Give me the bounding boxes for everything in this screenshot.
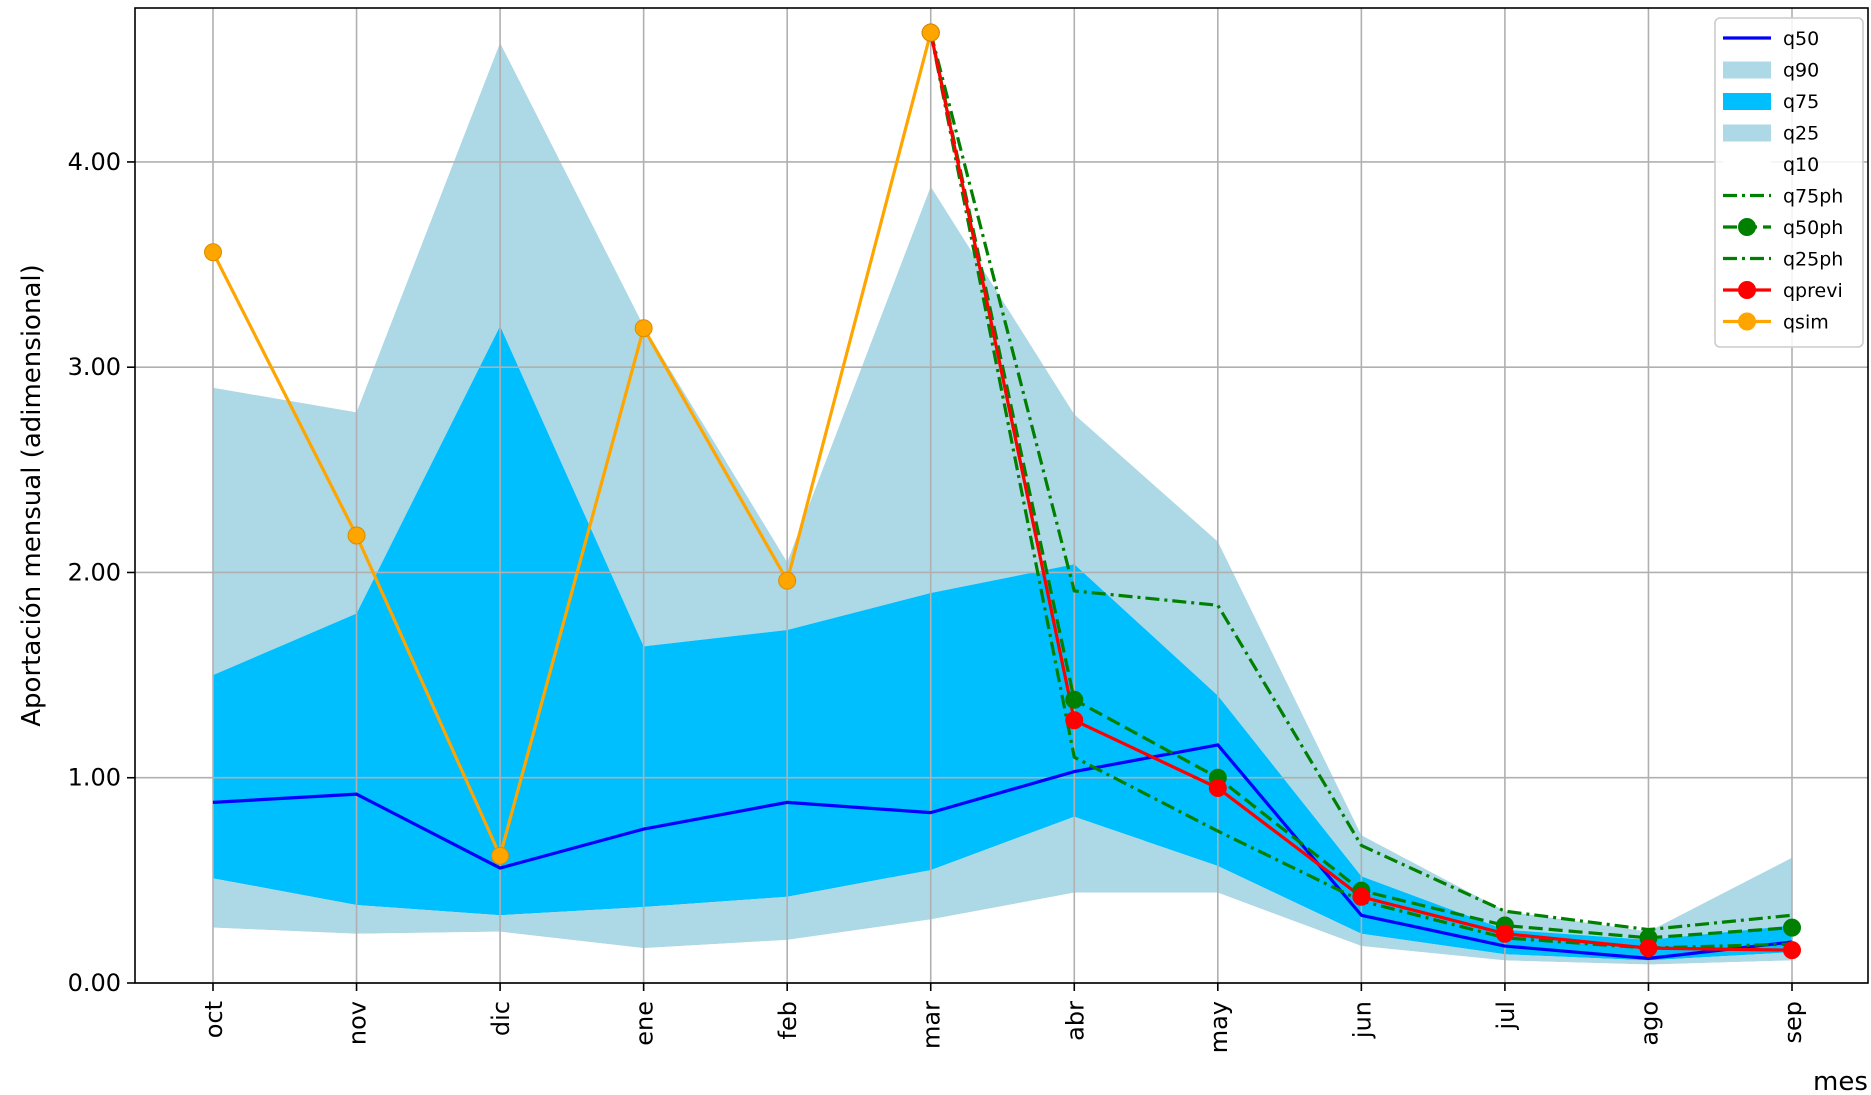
point-qsim-nov — [347, 526, 366, 545]
legend-entry-q75: q75 — [1723, 91, 1819, 113]
x-ticks: oct nov dic ene feb mar abr may jun jul ago sep — [200, 983, 1807, 1053]
plot-frame — [134, 7, 1869, 984]
band-q90 — [213, 42, 1792, 940]
legend-label-q25: q25 — [1783, 123, 1819, 145]
legend-swatch-q90 — [1723, 61, 1771, 79]
series-line-qsim — [211, 32, 933, 858]
band-q25 — [213, 816, 1792, 965]
x-tick-label-ene: ene — [631, 1001, 659, 1046]
x-tick-label-jul: jul — [1492, 1001, 1520, 1031]
legend-entry-q25: q25 — [1723, 123, 1819, 145]
point-qprevi-sep — [1783, 941, 1801, 960]
legend-label-q90: q90 — [1783, 60, 1819, 82]
x-tick-label-oct: oct — [200, 1001, 228, 1038]
y-tick-label-2: 2.00 — [68, 558, 121, 586]
point-qsim-oct — [204, 243, 222, 262]
legend-entry-qsim: qsim — [1723, 312, 1829, 334]
point-qprevi-ago — [1639, 939, 1658, 958]
band-q75 — [213, 326, 1792, 961]
legend-marker-qprevi — [1738, 281, 1756, 299]
x-tick-label-sep: sep — [1779, 1001, 1807, 1044]
x-tick-label-abr: abr — [1061, 1001, 1089, 1041]
legend-entry-q25ph: q25ph — [1723, 249, 1843, 271]
legend-label-qsim: qsim — [1783, 312, 1829, 334]
legend-label-qprevi: qprevi — [1783, 280, 1843, 302]
legend-label-q75: q75 — [1783, 91, 1819, 113]
legend-label-q10: q10 — [1783, 154, 1819, 176]
x-tick-label-ago: ago — [1635, 1001, 1663, 1046]
point-qprevi-abr — [1065, 711, 1084, 730]
point-qsim-dic — [491, 846, 510, 865]
legend-entry-q10: q10 — [1723, 154, 1819, 176]
point-q50ph-abr — [1065, 690, 1084, 709]
point-qprevi-may — [1208, 779, 1227, 797]
point-q50ph-sep — [1783, 918, 1801, 937]
x-tick-label-nov: nov — [344, 1001, 372, 1045]
legend: q50 q90 q75 q25 q10 q75ph q50ph q25ph qprevi qsim — [1714, 17, 1864, 348]
legend-swatch-q75 — [1723, 93, 1771, 110]
legend-swatch-q25 — [1723, 124, 1771, 142]
x-tick-label-feb: feb — [774, 1001, 802, 1039]
y-tick-label-1: 1.00 — [68, 764, 121, 792]
legend-entry-q75ph: q75ph — [1723, 186, 1843, 208]
legend-entry-qprevi: qprevi — [1723, 280, 1843, 302]
x-tick-label-jun: jun — [1348, 1001, 1376, 1039]
y-tick-label-4: 4.00 — [68, 148, 121, 176]
legend-swatch-q10 — [1723, 156, 1771, 173]
legend-label-q50: q50 — [1783, 28, 1819, 50]
point-qprevi-jul — [1495, 924, 1514, 943]
series-markers — [204, 23, 1801, 960]
legend-entry-q50: q50 — [1723, 28, 1819, 50]
y-tick-label-3: 3.00 — [68, 353, 121, 381]
point-qprevi-jun — [1352, 887, 1371, 906]
point-qsim-mar — [921, 23, 940, 42]
band-q10 — [213, 892, 1792, 983]
x-tick-label-mar: mar — [918, 1001, 946, 1049]
x-axis-label: mes — [1813, 1067, 1868, 1095]
y-ticks: 0.00 1.00 2.00 3.00 4.00 — [68, 148, 135, 997]
legend-entry-q90: q90 — [1723, 60, 1819, 82]
legend-marker-q50ph — [1738, 218, 1756, 236]
y-axis-label: Aportación mensual (adimensional) — [17, 264, 47, 727]
quantile-bands — [213, 42, 1792, 983]
x-tick-label-may: may — [1205, 1001, 1233, 1053]
legend-label-q50ph: q50ph — [1783, 217, 1843, 239]
legend-label-q75ph: q75ph — [1783, 186, 1843, 208]
y-tick-label-0: 0.00 — [68, 969, 121, 997]
series-line-q50 — [212, 743, 1793, 960]
legend-entry-q50ph: q50ph — [1723, 217, 1843, 239]
legend-marker-qsim — [1738, 312, 1756, 331]
point-qsim-ene — [634, 319, 653, 338]
x-tick-label-dic: dic — [487, 1001, 515, 1036]
legend-label-q25ph: q25ph — [1783, 249, 1843, 271]
point-qsim-feb — [778, 571, 797, 590]
